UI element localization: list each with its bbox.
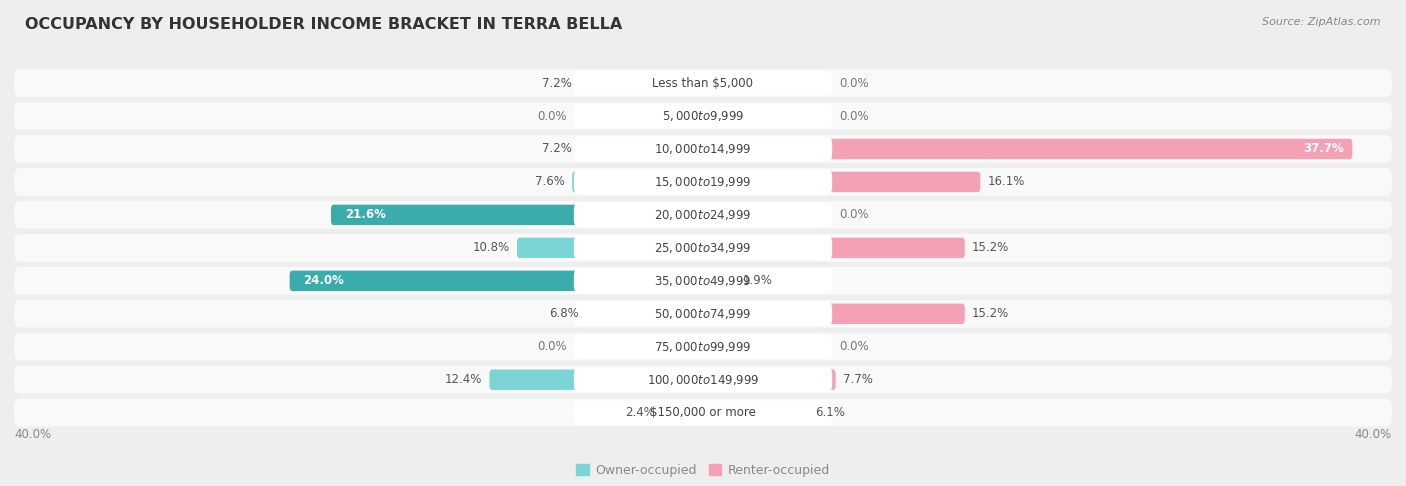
FancyBboxPatch shape [703,139,1353,159]
FancyBboxPatch shape [574,301,832,326]
Text: 40.0%: 40.0% [14,428,51,441]
FancyBboxPatch shape [703,172,980,192]
FancyBboxPatch shape [703,369,835,390]
FancyBboxPatch shape [703,304,965,324]
Legend: Owner-occupied, Renter-occupied: Owner-occupied, Renter-occupied [576,464,830,477]
Text: $10,000 to $14,999: $10,000 to $14,999 [654,142,752,156]
Text: $100,000 to $149,999: $100,000 to $149,999 [647,373,759,387]
Text: 7.2%: 7.2% [543,142,572,156]
FancyBboxPatch shape [574,203,832,227]
Text: 2.4%: 2.4% [624,406,655,419]
FancyBboxPatch shape [14,399,1392,427]
Text: 6.1%: 6.1% [815,406,845,419]
Text: 7.2%: 7.2% [543,76,572,89]
FancyBboxPatch shape [579,139,703,159]
FancyBboxPatch shape [14,135,1392,163]
FancyBboxPatch shape [489,369,703,390]
Text: 12.4%: 12.4% [446,373,482,386]
Text: $50,000 to $74,999: $50,000 to $74,999 [654,307,752,321]
Text: 15.2%: 15.2% [972,307,1010,320]
FancyBboxPatch shape [574,400,832,425]
Text: 16.1%: 16.1% [987,175,1025,189]
FancyBboxPatch shape [330,205,703,225]
Text: 1.9%: 1.9% [742,274,772,287]
FancyBboxPatch shape [14,201,1392,229]
Text: 0.0%: 0.0% [839,208,869,222]
Text: 0.0%: 0.0% [839,76,869,89]
Text: 10.8%: 10.8% [472,242,510,254]
Text: 0.0%: 0.0% [537,340,567,353]
Text: $75,000 to $99,999: $75,000 to $99,999 [654,340,752,354]
FancyBboxPatch shape [14,267,1392,295]
FancyBboxPatch shape [290,271,703,291]
Text: OCCUPANCY BY HOUSEHOLDER INCOME BRACKET IN TERRA BELLA: OCCUPANCY BY HOUSEHOLDER INCOME BRACKET … [25,17,623,32]
FancyBboxPatch shape [14,300,1392,328]
Text: $25,000 to $34,999: $25,000 to $34,999 [654,241,752,255]
Text: 0.0%: 0.0% [839,340,869,353]
Text: 7.6%: 7.6% [536,175,565,189]
FancyBboxPatch shape [14,168,1392,196]
FancyBboxPatch shape [574,334,832,359]
Text: $5,000 to $9,999: $5,000 to $9,999 [662,109,744,123]
FancyBboxPatch shape [14,366,1392,394]
Text: 15.2%: 15.2% [972,242,1010,254]
Text: 37.7%: 37.7% [1303,142,1344,156]
FancyBboxPatch shape [572,172,703,192]
Text: 7.7%: 7.7% [842,373,872,386]
Text: Source: ZipAtlas.com: Source: ZipAtlas.com [1263,17,1381,27]
FancyBboxPatch shape [517,238,703,258]
Text: 0.0%: 0.0% [839,109,869,122]
FancyBboxPatch shape [14,234,1392,261]
FancyBboxPatch shape [14,102,1392,130]
Text: $20,000 to $24,999: $20,000 to $24,999 [654,208,752,222]
Text: $150,000 or more: $150,000 or more [650,406,756,419]
Text: 40.0%: 40.0% [1355,428,1392,441]
FancyBboxPatch shape [662,402,703,423]
FancyBboxPatch shape [574,70,832,95]
FancyBboxPatch shape [703,238,965,258]
FancyBboxPatch shape [703,271,735,291]
Text: Less than $5,000: Less than $5,000 [652,76,754,89]
FancyBboxPatch shape [586,304,703,324]
FancyBboxPatch shape [574,104,832,128]
FancyBboxPatch shape [574,137,832,161]
FancyBboxPatch shape [574,170,832,194]
Text: 6.8%: 6.8% [550,307,579,320]
FancyBboxPatch shape [574,236,832,260]
Text: 21.6%: 21.6% [344,208,385,222]
FancyBboxPatch shape [14,333,1392,361]
FancyBboxPatch shape [579,73,703,93]
Text: 0.0%: 0.0% [537,109,567,122]
FancyBboxPatch shape [703,402,808,423]
FancyBboxPatch shape [574,367,832,392]
Text: 24.0%: 24.0% [304,274,344,287]
Text: $15,000 to $19,999: $15,000 to $19,999 [654,175,752,189]
FancyBboxPatch shape [574,268,832,293]
Text: $35,000 to $49,999: $35,000 to $49,999 [654,274,752,288]
FancyBboxPatch shape [14,69,1392,97]
